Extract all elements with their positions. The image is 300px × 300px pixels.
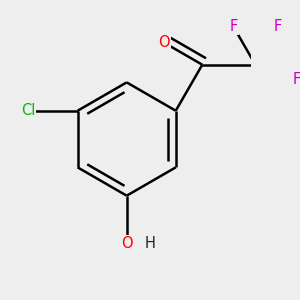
Text: O: O bbox=[158, 35, 170, 50]
Text: F: F bbox=[273, 19, 282, 34]
Text: Cl: Cl bbox=[21, 103, 35, 118]
Text: O: O bbox=[121, 236, 133, 251]
Text: F: F bbox=[293, 72, 300, 87]
Text: F: F bbox=[229, 19, 237, 34]
Text: H: H bbox=[144, 236, 155, 251]
